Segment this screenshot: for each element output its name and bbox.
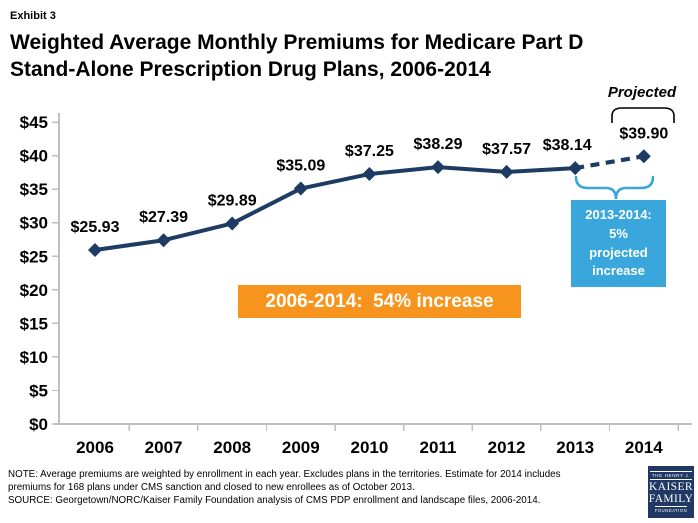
logo-text-family: FAMILY <box>648 493 694 505</box>
data-point-label: $37.25 <box>345 143 394 160</box>
projected-range-bracket-icon <box>611 107 675 123</box>
data-point-marker <box>499 164 514 179</box>
x-axis-year-label: 2008 <box>213 438 251 457</box>
logo-text-kaiser: KAISER <box>649 480 693 493</box>
note-line-2: premiums for 168 plans under CMS sanctio… <box>8 482 415 494</box>
data-point-label: $38.14 <box>543 137 592 154</box>
page-title-line1: Weighted Average Monthly Premiums for Me… <box>10 31 584 54</box>
premium-line <box>94 165 576 252</box>
x-axis-year-label: 2014 <box>625 438 663 457</box>
page-title: Weighted Average Monthly Premiums for Me… <box>10 30 583 84</box>
data-point-label: $38.29 <box>414 136 463 153</box>
data-point-marker <box>568 161 583 176</box>
data-point-marker <box>636 149 651 164</box>
data-point-marker <box>88 243 102 258</box>
increase-callout: 2006-2014: 54% increase <box>238 285 521 318</box>
exhibit-label: Exhibit 3 <box>10 10 56 22</box>
y-axis-tick-label: $45 <box>20 113 48 132</box>
x-axis-year-label: 2009 <box>282 438 320 457</box>
logo-text-top: THE HENRY J. <box>649 470 693 480</box>
x-axis-year-label: 2007 <box>145 438 183 457</box>
logo-text-foundation: FOUNDATION <box>654 506 688 514</box>
y-axis-tick-label: $10 <box>20 348 48 367</box>
data-point-marker <box>225 216 240 231</box>
y-axis-tick-label: $30 <box>20 214 48 233</box>
y-axis-tick-label: $35 <box>20 180 48 199</box>
y-axis-tick-label: $25 <box>20 247 48 266</box>
footnotes: NOTE: Average premiums are weighted by e… <box>8 468 646 508</box>
projected-increase-callout: 2013-2014: 5% projected increase <box>571 200 666 287</box>
x-axis-year-label: 2006 <box>76 438 114 457</box>
increase-callout-text: 2006-2014: 54% increase <box>265 290 494 312</box>
page-title-line2: Stand-Alone Prescription Drug Plans, 200… <box>10 57 491 81</box>
note-line-1: NOTE: Average premiums are weighted by e… <box>8 469 561 480</box>
y-axis-tick-label: $40 <box>20 147 48 166</box>
data-point-label: $29.89 <box>208 192 257 209</box>
source-line: SOURCE: Georgetown/NORC/Kaiser Family Fo… <box>8 495 541 507</box>
projected-increase-callout-text: 2013-2014: 5% projected increase <box>585 206 652 279</box>
data-point-marker <box>431 160 445 175</box>
data-point-label: $27.39 <box>139 209 188 226</box>
y-axis-tick-label: $20 <box>20 281 48 300</box>
data-point-label: $25.93 <box>71 219 120 236</box>
projected-increase-brace-icon <box>574 175 655 200</box>
data-point-marker <box>293 181 308 196</box>
data-point-label: $39.90 <box>619 125 668 142</box>
premium-line-projected <box>574 154 645 171</box>
x-axis-year-label: 2011 <box>420 438 457 457</box>
kaiser-family-foundation-logo: THE HENRY J. KAISER FAMILY FOUNDATION <box>648 466 694 518</box>
x-axis-year-label: 2010 <box>350 438 388 457</box>
x-axis-year-label: 2012 <box>488 438 526 457</box>
y-axis-tick-label: $0 <box>29 415 48 434</box>
y-axis-tick-label: $5 <box>29 381 48 400</box>
y-axis-tick-label: $15 <box>20 314 48 333</box>
data-point-label: $37.57 <box>482 141 531 158</box>
data-point-label: $35.09 <box>276 158 325 175</box>
data-point-marker <box>362 167 377 182</box>
projected-label: Projected <box>607 84 677 101</box>
data-point-marker <box>156 233 171 248</box>
x-axis-year-label: 2013 <box>556 438 594 457</box>
